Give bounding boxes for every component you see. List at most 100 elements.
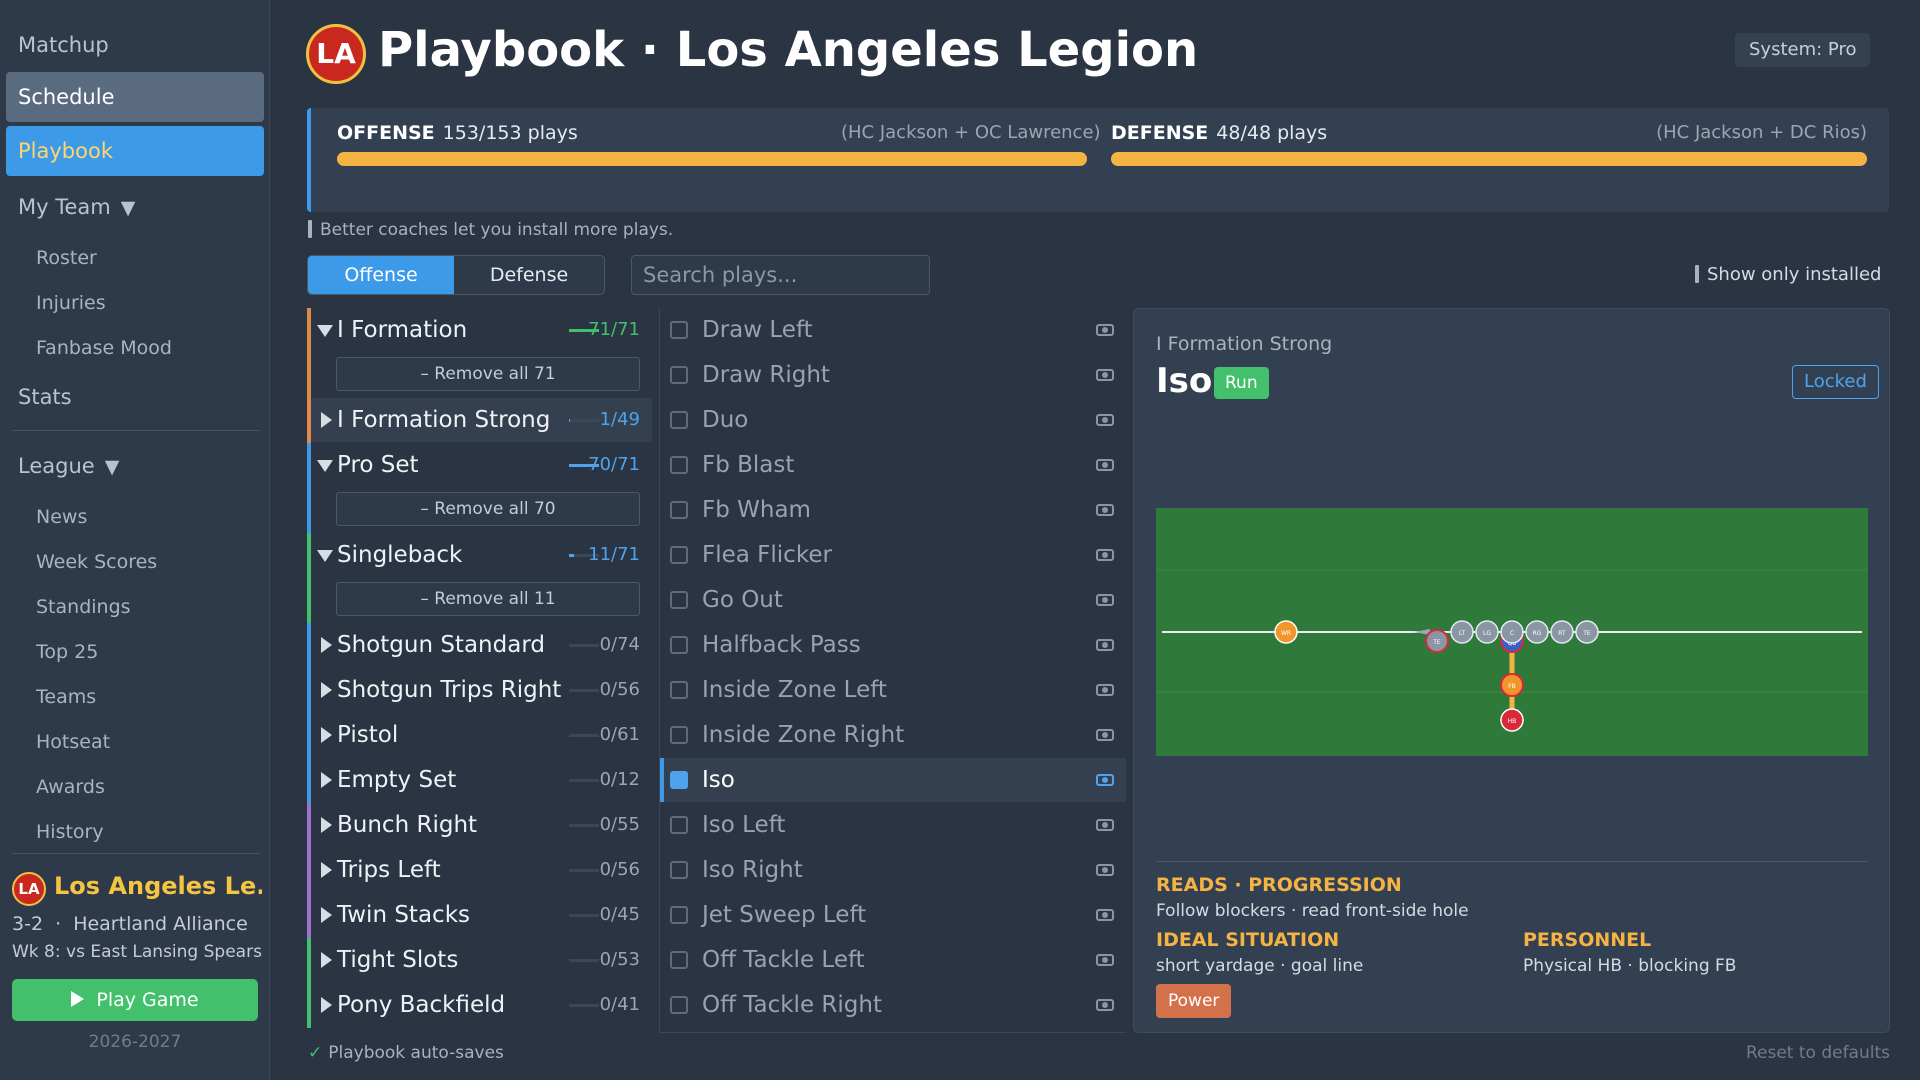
- preview-eye-icon[interactable]: [1096, 369, 1114, 381]
- play-install-checkbox[interactable]: [670, 861, 688, 879]
- expand-arrow-icon[interactable]: [321, 412, 332, 428]
- nav-awards[interactable]: Awards: [36, 776, 105, 798]
- expand-arrow-icon[interactable]: [321, 637, 332, 653]
- expand-arrow-icon[interactable]: [321, 907, 332, 923]
- nav-teams[interactable]: Teams: [36, 686, 97, 708]
- play-install-checkbox[interactable]: [670, 726, 688, 744]
- play-row[interactable]: Halfback Pass: [660, 623, 1126, 667]
- play-row[interactable]: Inside Zone Right: [660, 713, 1126, 757]
- play-row[interactable]: Iso Right: [660, 848, 1126, 892]
- expand-arrow-icon[interactable]: [321, 682, 332, 698]
- locked-button[interactable]: Locked: [1792, 365, 1879, 399]
- preview-eye-icon[interactable]: [1096, 819, 1114, 831]
- formation-row[interactable]: Shotgun Standard 0/74: [311, 623, 652, 667]
- play-row[interactable]: Iso: [660, 758, 1126, 802]
- nav-injuries[interactable]: Injuries: [36, 292, 106, 314]
- play-row[interactable]: Off Tackle Right: [660, 983, 1126, 1027]
- play-install-checkbox[interactable]: [670, 681, 688, 699]
- remove-all-button[interactable]: – Remove all 71: [336, 357, 640, 391]
- play-row[interactable]: Iso Left: [660, 803, 1126, 847]
- collapse-arrow-icon[interactable]: [317, 325, 333, 337]
- formation-row[interactable]: Empty Set 0/12: [311, 758, 652, 802]
- formation-row[interactable]: I Formation Strong 1/49: [311, 398, 652, 442]
- play-row[interactable]: Draw Right: [660, 353, 1126, 397]
- preview-eye-icon[interactable]: [1096, 729, 1114, 741]
- nav-top-25[interactable]: Top 25: [36, 641, 99, 663]
- play-install-checkbox[interactable]: [670, 411, 688, 429]
- play-install-checkbox[interactable]: [670, 501, 688, 519]
- preview-eye-icon[interactable]: [1096, 954, 1114, 966]
- search-input[interactable]: [631, 255, 930, 295]
- remove-all-button[interactable]: – Remove all 70: [336, 492, 640, 526]
- play-install-checkbox[interactable]: [670, 906, 688, 924]
- play-row[interactable]: Go Out: [660, 578, 1126, 622]
- play-install-checkbox[interactable]: [670, 951, 688, 969]
- expand-arrow-icon[interactable]: [321, 727, 332, 743]
- preview-eye-icon[interactable]: [1096, 639, 1114, 651]
- nav-playbook[interactable]: Playbook: [6, 126, 264, 176]
- formation-row[interactable]: Pro Set 70/71: [311, 443, 652, 487]
- remove-all-button[interactable]: – Remove all 11: [336, 582, 640, 616]
- play-row[interactable]: Draw Left: [660, 308, 1126, 352]
- play-install-checkbox[interactable]: [670, 456, 688, 474]
- preview-eye-icon[interactable]: [1096, 864, 1114, 876]
- play-game-button[interactable]: Play Game: [12, 979, 258, 1021]
- play-install-checkbox[interactable]: [670, 366, 688, 384]
- play-install-checkbox[interactable]: [670, 996, 688, 1014]
- play-row[interactable]: Fb Blast: [660, 443, 1126, 487]
- preview-eye-icon[interactable]: [1096, 594, 1114, 606]
- formation-row[interactable]: Pistol 0/61: [311, 713, 652, 757]
- formation-row[interactable]: Trips Left 0/56: [311, 848, 652, 892]
- play-install-checkbox[interactable]: [670, 546, 688, 564]
- nav-roster[interactable]: Roster: [36, 247, 97, 269]
- preview-eye-icon[interactable]: [1096, 549, 1114, 561]
- nav-fanbase-mood[interactable]: Fanbase Mood: [36, 337, 172, 359]
- collapse-arrow-icon[interactable]: [317, 550, 333, 562]
- preview-eye-icon[interactable]: [1096, 414, 1114, 426]
- formation-row[interactable]: Twin Stacks 0/45: [311, 893, 652, 937]
- collapse-arrow-icon[interactable]: [317, 460, 333, 472]
- preview-eye-icon[interactable]: [1096, 459, 1114, 471]
- nav-league[interactable]: League ▼: [6, 441, 264, 491]
- preview-eye-icon[interactable]: [1096, 909, 1114, 921]
- play-row[interactable]: Inside Zone Left: [660, 668, 1126, 712]
- tab-offense[interactable]: Offense: [308, 256, 454, 294]
- play-row[interactable]: Duo: [660, 398, 1126, 442]
- show-installed-toggle[interactable]: Show only installed: [1695, 264, 1881, 285]
- tab-defense[interactable]: Defense: [489, 264, 569, 286]
- reset-defaults-link[interactable]: Reset to defaults: [1745, 1043, 1890, 1063]
- play-row[interactable]: Off Tackle Left: [660, 938, 1126, 982]
- nav-week-scores[interactable]: Week Scores: [36, 551, 158, 573]
- play-row[interactable]: Fb Wham: [660, 488, 1126, 532]
- expand-arrow-icon[interactable]: [321, 772, 332, 788]
- expand-arrow-icon[interactable]: [321, 817, 332, 833]
- play-row[interactable]: Jet Sweep Left: [660, 893, 1126, 937]
- expand-arrow-icon[interactable]: [321, 997, 332, 1013]
- formation-row[interactable]: Pony Backfield 0/41: [311, 983, 652, 1027]
- preview-eye-icon[interactable]: [1096, 774, 1114, 786]
- play-install-checkbox[interactable]: [670, 771, 688, 789]
- nav-standings[interactable]: Standings: [36, 596, 131, 618]
- formation-row[interactable]: Tight Slots 0/53: [311, 938, 652, 982]
- formation-row[interactable]: Bunch Right 0/55: [311, 803, 652, 847]
- expand-arrow-icon[interactable]: [321, 952, 332, 968]
- play-install-checkbox[interactable]: [670, 636, 688, 654]
- nav-stats[interactable]: Stats: [18, 385, 72, 409]
- play-install-checkbox[interactable]: [670, 816, 688, 834]
- preview-eye-icon[interactable]: [1096, 684, 1114, 696]
- nav-hotseat[interactable]: Hotseat: [36, 731, 111, 753]
- play-install-checkbox[interactable]: [670, 591, 688, 609]
- nav-schedule[interactable]: Schedule: [6, 72, 264, 122]
- preview-eye-icon[interactable]: [1096, 999, 1114, 1011]
- play-row[interactable]: Flea Flicker: [660, 533, 1126, 577]
- nav-matchup[interactable]: Matchup: [18, 33, 109, 57]
- nav-news[interactable]: News: [36, 506, 88, 528]
- nav-my-team[interactable]: My Team ▼: [6, 182, 264, 232]
- formation-row[interactable]: Singleback 11/71: [311, 533, 652, 577]
- nav-history[interactable]: History: [36, 821, 104, 843]
- team-name[interactable]: Los Angeles Le...: [54, 872, 262, 900]
- expand-arrow-icon[interactable]: [321, 862, 332, 878]
- preview-eye-icon[interactable]: [1096, 504, 1114, 516]
- preview-eye-icon[interactable]: [1096, 324, 1114, 336]
- formation-row[interactable]: Shotgun Trips Right 0/56: [311, 668, 652, 712]
